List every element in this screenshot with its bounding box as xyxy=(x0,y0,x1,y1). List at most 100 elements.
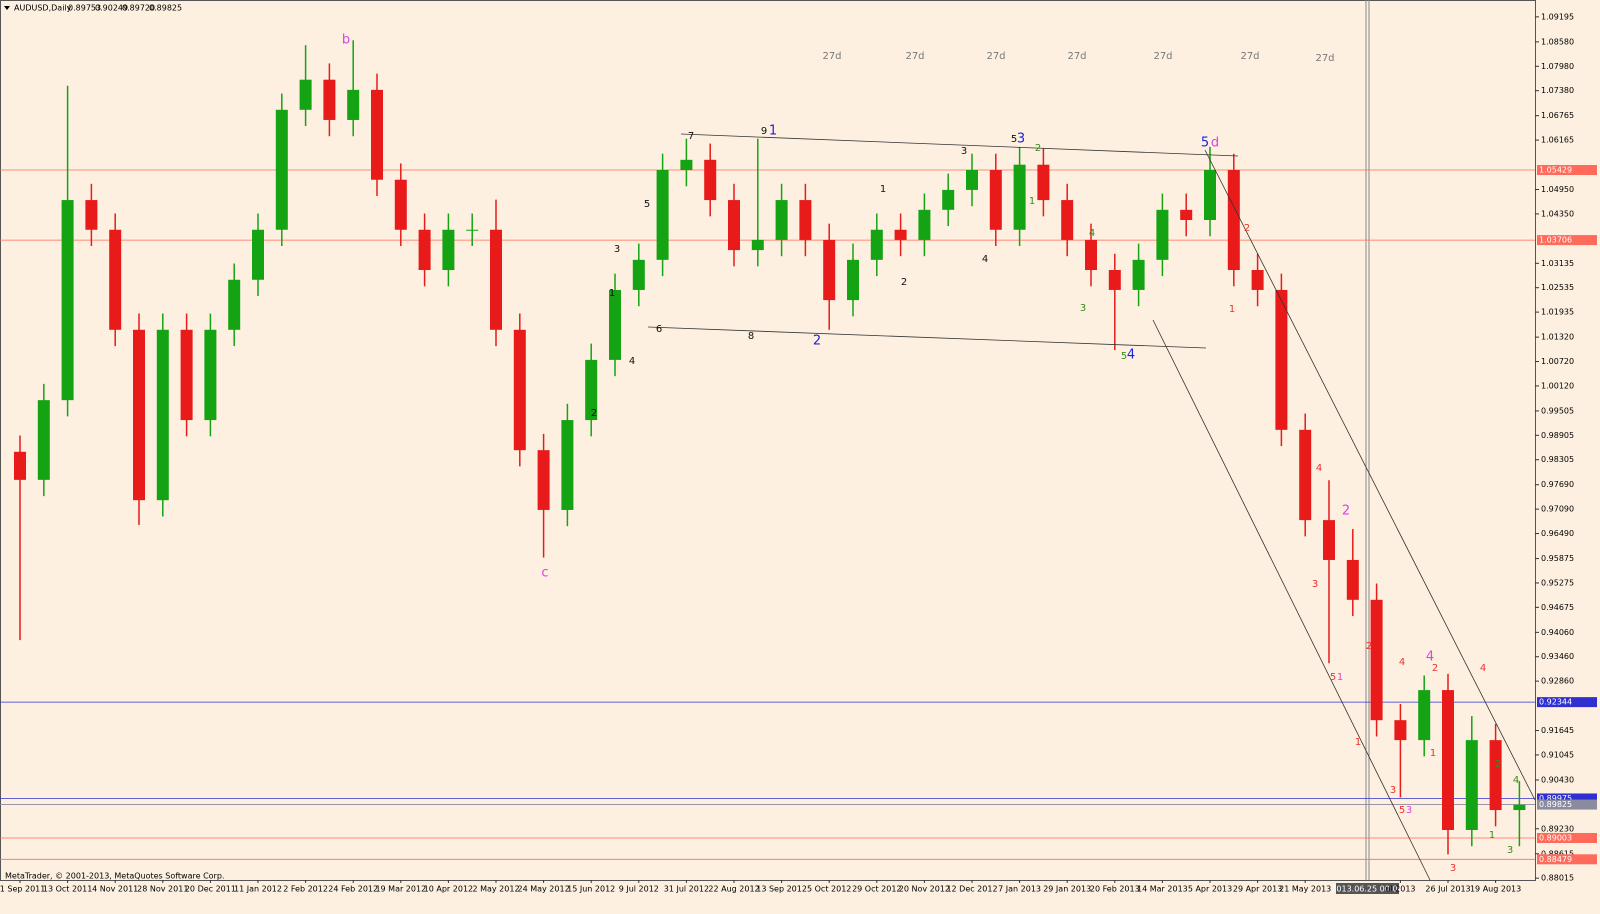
wave-label: 3 xyxy=(1507,845,1513,856)
candle-body xyxy=(513,329,526,451)
x-tick-label: 20 Dec 2011 xyxy=(185,885,236,894)
y-tick-label: 0.99505 xyxy=(1541,406,1574,415)
wave-label: 1 xyxy=(880,184,886,195)
x-tick-label: 24 May 2012 xyxy=(518,885,570,894)
wave-label: 4 xyxy=(1399,657,1405,668)
wave-label: 3 xyxy=(1080,303,1086,314)
price-level-label: 1.03706 xyxy=(1539,236,1572,245)
candle-body xyxy=(966,169,978,190)
cycle-label: 27d xyxy=(1067,51,1086,62)
wave-label: 4 xyxy=(1426,650,1434,665)
x-tick-label: 12 Dec 2012 xyxy=(946,885,997,894)
candle-body xyxy=(894,229,907,240)
wave-label: 5 xyxy=(644,199,650,210)
x-tick-label: 19 Aug 2013 xyxy=(1470,885,1521,894)
x-tick-label: 2 Feb 2012 xyxy=(283,885,328,894)
wave-label: 2 xyxy=(1035,143,1041,154)
y-tick-label: 1.08580 xyxy=(1541,37,1574,46)
candle-body xyxy=(775,200,788,240)
candle-body xyxy=(870,229,883,260)
wave-label: 1 xyxy=(1229,304,1235,315)
wave-label: 5 xyxy=(1399,805,1405,816)
candle-body xyxy=(1108,270,1121,290)
x-tick-label: 13 Oct 2011 xyxy=(43,885,92,894)
candle-body xyxy=(1394,720,1407,741)
y-tick-label: 0.95275 xyxy=(1541,578,1574,587)
price-level-box xyxy=(1537,793,1597,804)
y-tick-label: 1.02535 xyxy=(1541,283,1574,292)
x-tick-label: 7 Jan 2013 xyxy=(998,885,1041,894)
y-tick-label: 0.88615 xyxy=(1541,849,1574,858)
x-tick-label: 21 May 2013 xyxy=(1279,885,1331,894)
candle-body xyxy=(823,239,836,301)
price-level-box xyxy=(1537,832,1597,843)
wave-label: 3 xyxy=(1390,785,1396,796)
wave-label: 2 xyxy=(813,334,821,349)
candle-body xyxy=(156,329,169,501)
price-level-label: 1.05429 xyxy=(1539,166,1572,175)
price-level-label: 0.88479 xyxy=(1539,855,1572,864)
wave-label: 5 xyxy=(1011,134,1017,145)
candle-body xyxy=(728,200,740,251)
wave-label: 4 xyxy=(1480,663,1486,674)
cycle-label: 27d xyxy=(905,51,924,62)
y-tick-label: 0.98905 xyxy=(1541,431,1574,440)
candle-body xyxy=(989,169,1002,230)
candle-body xyxy=(228,279,241,330)
wave-label: 1 xyxy=(609,288,615,299)
wave-label: 2 xyxy=(901,277,907,288)
candle-body xyxy=(347,89,360,120)
candle-body xyxy=(1085,239,1097,271)
candle-body xyxy=(85,200,98,230)
wave-label: 2 xyxy=(1432,663,1438,674)
x-tick-label: 19 Mar 2012 xyxy=(375,885,426,894)
wave-label: 2 xyxy=(591,408,597,419)
x-tick-label: 2 May 2012 xyxy=(472,885,519,894)
price-level-box xyxy=(1537,235,1597,246)
candle-body xyxy=(751,239,764,251)
y-tick-label: 1.03135 xyxy=(1541,259,1574,268)
cycle-label: 27d xyxy=(986,51,1005,62)
x-tick-label: 9 Jul 2012 xyxy=(619,885,659,894)
wave-label: 2 xyxy=(1495,759,1501,770)
candle-body xyxy=(918,209,931,240)
cycle-label: 27d xyxy=(1153,51,1172,62)
candle-body xyxy=(632,259,645,290)
wave-label: 1 xyxy=(769,124,777,139)
x-tick-label: 15 Jun 2012 xyxy=(567,885,615,894)
crosshair-box xyxy=(1336,883,1399,894)
wave-label: 2 xyxy=(1342,504,1350,519)
price-level-box xyxy=(1537,854,1597,865)
y-tick-label: 1.04350 xyxy=(1541,209,1574,218)
x-tick-label: 29 Apr 2013 xyxy=(1233,885,1282,894)
y-tick-label: 1.01935 xyxy=(1541,308,1574,317)
candle-body xyxy=(37,400,50,480)
price-level-label: 0.89825 xyxy=(1539,800,1572,809)
header-value: 0.89825 xyxy=(149,4,182,13)
wave-label: 7 xyxy=(688,131,694,142)
candle-body xyxy=(1489,740,1502,811)
trend-line xyxy=(680,133,1239,157)
candle-body xyxy=(1251,270,1264,290)
y-tick-label: 0.97090 xyxy=(1541,505,1574,514)
price-level-label: 0.92344 xyxy=(1539,698,1572,707)
candle-body xyxy=(1275,289,1288,430)
candle-body xyxy=(1465,740,1478,830)
wave-label: 1 xyxy=(1489,830,1495,841)
candle-body xyxy=(1442,690,1454,830)
wave-label: 9 xyxy=(761,126,767,137)
candle-body xyxy=(1204,169,1216,220)
x-tick-label: 11 Jan 2012 xyxy=(234,885,282,894)
wave-label: 1 xyxy=(1337,672,1343,683)
candle-body xyxy=(14,451,26,480)
wave-label: 3 xyxy=(1406,805,1412,816)
wave-label: 3 xyxy=(1312,579,1318,590)
menu-arrow[interactable] xyxy=(4,6,10,10)
y-tick-label: 1.01320 xyxy=(1541,333,1574,342)
x-tick-label: 22 Aug 2012 xyxy=(708,885,759,894)
candle-body xyxy=(394,179,407,230)
x-tick-label: 28 Nov 2011 xyxy=(137,885,188,894)
x-tick-label: 21 Sep 2011 xyxy=(0,885,45,894)
wave-label: 4 xyxy=(1316,463,1322,474)
